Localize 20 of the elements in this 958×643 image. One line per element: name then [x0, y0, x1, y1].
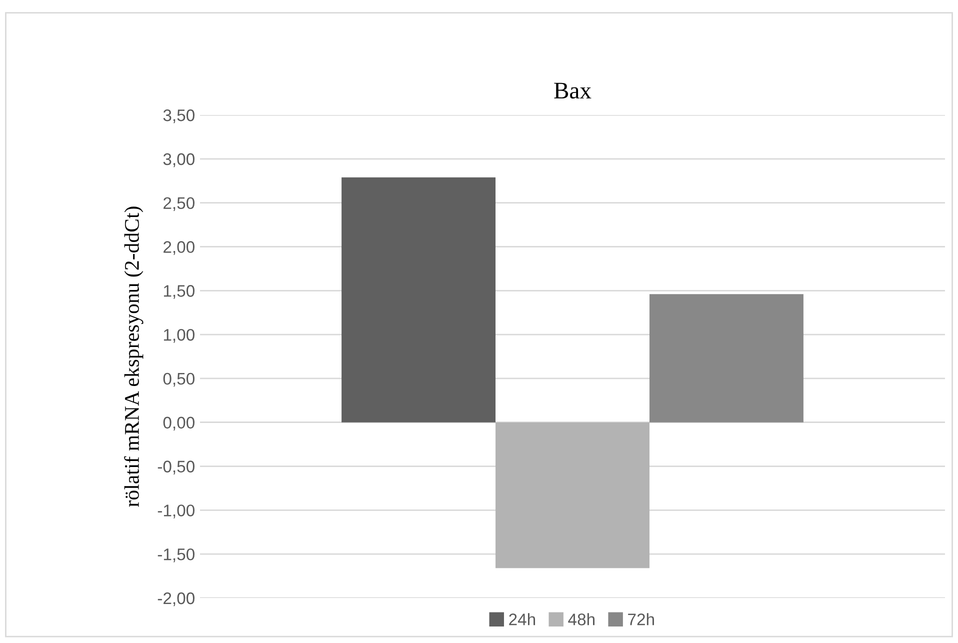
legend-label: 48h [568, 613, 594, 626]
chart-title: Bax [554, 82, 592, 99]
y-tick-label: 3,50 [163, 109, 194, 124]
y-tick-label: 1,50 [164, 285, 194, 299]
bar [342, 177, 496, 422]
bar [649, 294, 804, 422]
y-tick-label: 2,50 [164, 197, 194, 211]
legend-label: 72h [628, 613, 654, 626]
y-axis-title: rölatif mRNA ekspresyonu (2-ddCt) [124, 206, 144, 507]
y-tick-label: 0,50 [163, 372, 194, 387]
bar [496, 422, 650, 568]
y-tick-label: -2,00 [158, 592, 194, 606]
y-tick-label: 2,00 [164, 241, 194, 255]
y-tick-label: 0,00 [163, 416, 194, 431]
legend-label: 24h [509, 613, 536, 626]
y-tick-label: -1,00 [158, 504, 194, 518]
y-tick-label: -0,50 [158, 460, 194, 474]
y-tick-label: -1,50 [158, 548, 194, 562]
y-tick-label: 1,00 [164, 328, 194, 343]
y-tick-label: 3,00 [163, 153, 194, 168]
